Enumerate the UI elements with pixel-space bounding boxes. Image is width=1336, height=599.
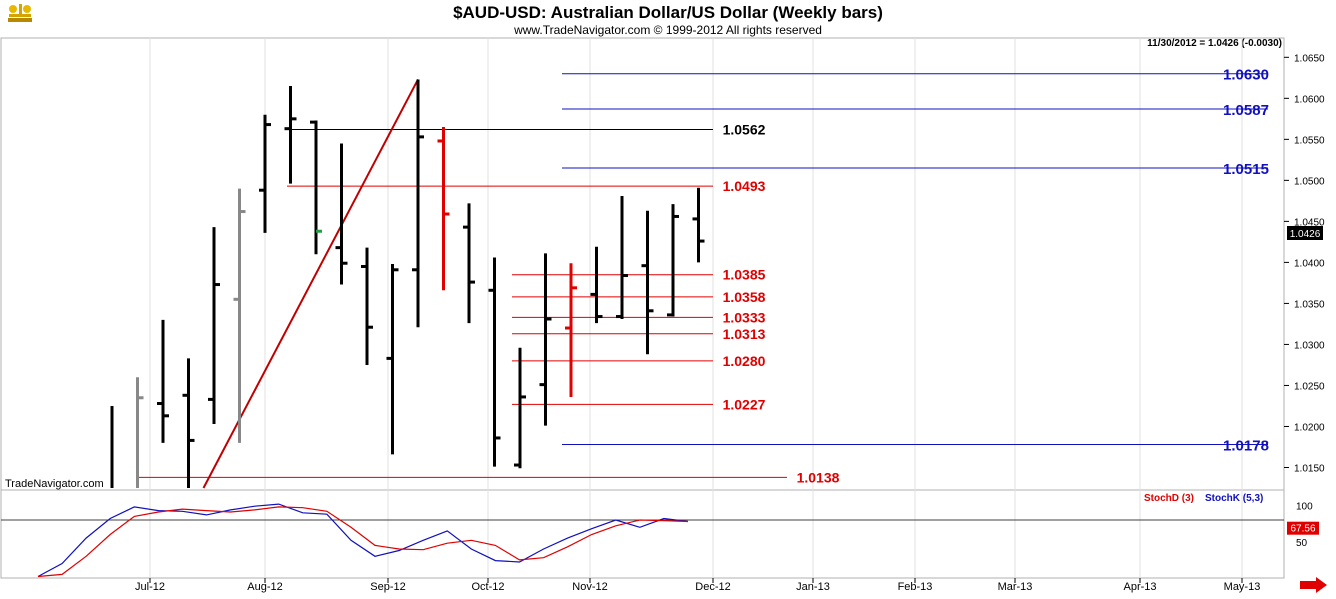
scales-logo-icon	[8, 4, 32, 22]
last-quote: 11/30/2012 = 1.0426 (-0.0030)	[1147, 38, 1282, 49]
ohlc-bar	[335, 143, 348, 285]
month-label: Jan-13	[796, 581, 830, 593]
ohlc-bar	[182, 358, 195, 488]
stoch-tick-label: 100	[1296, 502, 1313, 513]
level-label: 1.0138	[797, 469, 840, 485]
ohlc-bar	[514, 347, 526, 469]
price-tick-label: 1.0650	[1294, 53, 1325, 64]
trendline-layer	[202, 78, 419, 489]
legend-stochd: StochD (3)	[1144, 493, 1194, 504]
month-label: Oct-12	[471, 581, 504, 593]
trendline	[202, 78, 419, 489]
level-label: 1.0280	[723, 353, 766, 369]
month-label: Dec-12	[695, 581, 730, 593]
ohlc-bar	[136, 377, 144, 488]
ohlc-bar	[539, 253, 552, 426]
stoch-current-label: 67.56	[1290, 524, 1315, 535]
month-label: Jul-12	[135, 581, 165, 593]
ohlc-bars	[110, 79, 705, 488]
level-label: 1.0630	[1223, 67, 1269, 84]
level-label: 1.0587	[1223, 102, 1269, 119]
ohlc-bar	[233, 188, 246, 443]
month-label: Aug-12	[247, 581, 282, 593]
ohlc-bar	[259, 114, 271, 233]
level-label: 1.0313	[723, 326, 766, 342]
price-axis: 1.0650 1.0600 1.0550 1.0500 1.0450 1.0400 1.03…	[1284, 53, 1325, 474]
current-price-box	[1287, 226, 1323, 240]
time-axis: Jul-12 Aug-12 Sep-12 Oct-12 Nov-12 Dec-12 Jan-…	[135, 578, 1260, 593]
chart-title: $AUD-USD: Australian Dollar/US Dollar (W…	[453, 3, 883, 22]
month-label: Feb-13	[898, 581, 933, 593]
copyright-text: www.TradeNavigator.com © 1999-2012 All r…	[513, 23, 822, 37]
month-label: Nov-12	[572, 581, 607, 593]
ohlc-bar	[641, 210, 654, 355]
level-label: 1.0358	[723, 289, 766, 305]
current-price-label: 1.0426	[1290, 229, 1321, 240]
price-tick-label: 1.0200	[1294, 422, 1325, 433]
level-label: 1.0333	[723, 309, 766, 325]
price-tick-label: 1.0150	[1294, 463, 1325, 474]
price-tick-label: 1.0500	[1294, 176, 1325, 187]
price-tick-label: 1.0550	[1294, 135, 1325, 146]
ohlc-bar	[590, 246, 603, 324]
ohlc-bar	[667, 204, 679, 317]
ohlc-bar	[692, 187, 705, 263]
ohlc-bar	[208, 227, 220, 425]
price-tick-label: 1.0300	[1294, 340, 1325, 351]
stoch-current-box	[1287, 521, 1319, 535]
stoch-series-line	[37, 506, 689, 578]
stoch-panel-frame	[0, 489, 1285, 579]
ohlc-bar	[310, 120, 322, 255]
ohlc-bar	[412, 79, 424, 328]
ohlc-bar	[157, 319, 169, 443]
ohlc-bar	[565, 263, 577, 397]
ohlc-bar	[361, 247, 373, 365]
watermark: TradeNavigator.com	[5, 478, 104, 490]
legend-stochk: StochK (5,3)	[1205, 493, 1263, 504]
stoch-series-line	[37, 503, 689, 578]
month-label: Mar-13	[998, 581, 1033, 593]
vertical-gridlines	[149, 38, 1243, 578]
stoch-tick-label: 50	[1296, 538, 1308, 549]
level-label: 1.0227	[723, 396, 766, 412]
month-label: May-13	[1224, 581, 1261, 593]
ohlc-bar	[488, 257, 501, 467]
level-label: 1.0493	[723, 178, 766, 194]
price-tick-label: 1.0600	[1294, 94, 1325, 105]
price-panel-frame	[0, 37, 1285, 491]
level-label: 1.0385	[723, 267, 766, 283]
month-label: Sep-12	[370, 581, 405, 593]
price-tick-label: 1.0250	[1294, 381, 1325, 392]
price-tick-label: 1.0350	[1294, 299, 1325, 310]
ohlc-bar	[463, 203, 475, 324]
level-label: 1.0178	[1223, 438, 1269, 455]
price-tick-label: 1.0450	[1294, 217, 1325, 228]
level-label: 1.0562	[723, 121, 766, 137]
ohlc-bar	[386, 264, 399, 455]
month-label: Apr-13	[1123, 581, 1156, 593]
ohlc-bar	[616, 195, 628, 320]
ohlc-bar	[284, 86, 297, 184]
ohlc-bar	[437, 127, 450, 291]
fib-levels: 1.0630 1.0587 1.0562 1.0515 1.0493 1.0385 1.03…	[137, 67, 1269, 485]
level-label: 1.0515	[1223, 161, 1269, 178]
stochastic-panel: 100 50 StochD (3) StochK (5,3) 67.56	[1, 493, 1319, 578]
right-arrow-icon[interactable]	[1300, 577, 1327, 593]
price-tick-label: 1.0400	[1294, 258, 1325, 269]
